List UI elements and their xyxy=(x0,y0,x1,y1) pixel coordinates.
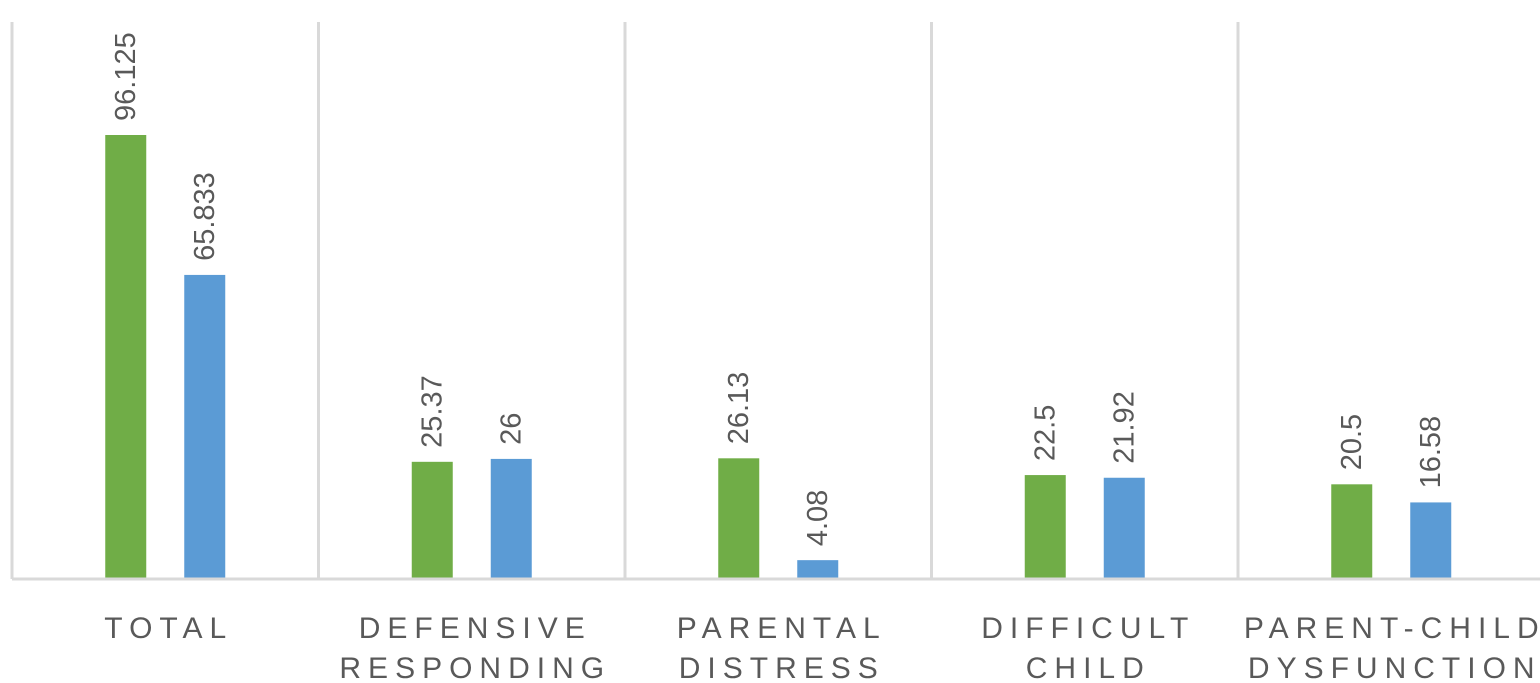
bar-series-2-3 xyxy=(1103,477,1145,579)
category-label-line: DYSFUNCTION xyxy=(1248,652,1540,683)
category-label-line: TOTAL xyxy=(104,612,233,645)
bar-series-1-1 xyxy=(411,461,453,579)
category-label-line: PARENT-CHILD xyxy=(1244,612,1540,645)
bar-series-1-4 xyxy=(1331,484,1373,579)
category-label-3: DIFFICULT CHILD xyxy=(981,612,1195,683)
data-label-series-1-4: 20.5 xyxy=(1336,414,1368,470)
category-label-line: DEFENSIVE xyxy=(359,612,592,645)
data-label-series-1-3: 22.5 xyxy=(1029,405,1061,461)
bar-series-2-0 xyxy=(184,274,226,579)
category-label-1: DEFENSIVE RESPONDING xyxy=(339,612,611,683)
category-label-line: RESPONDING xyxy=(339,652,611,683)
category-label-4: PARENT-CHILD DYSFUNCTION xyxy=(1244,612,1540,683)
data-label-series-1-2: 26.13 xyxy=(723,372,755,445)
bar-series-1-3 xyxy=(1024,475,1066,579)
category-label-line: PARENTAL xyxy=(677,612,887,645)
data-label-series-1-1: 25.37 xyxy=(416,375,448,448)
data-label-series-1-0: 96.125 xyxy=(110,32,142,121)
category-label-0: TOTAL xyxy=(104,612,233,645)
data-label-series-2-4: 16.58 xyxy=(1415,416,1447,489)
data-label-series-2-3: 21.92 xyxy=(1108,391,1140,464)
data-label-series-2-1: 26 xyxy=(495,413,527,445)
bars xyxy=(105,135,1452,579)
bar-series-2-4 xyxy=(1410,502,1452,579)
category-separators xyxy=(10,22,1240,579)
data-label-series-2-2: 4.08 xyxy=(802,490,834,546)
category-labels: TOTAL DEFENSIVE RESPONDING PARENTAL DISTRESS… xyxy=(104,612,1540,683)
category-label-2: PARENTAL DISTRESS xyxy=(677,612,887,683)
category-label-line: DISTRESS xyxy=(679,652,885,683)
bar-series-1-2 xyxy=(718,458,760,579)
category-label-line: DIFFICULT xyxy=(981,612,1195,645)
bar-series-1-0 xyxy=(105,135,147,579)
bar-series-2-2 xyxy=(797,560,839,579)
data-label-series-2-0: 65.833 xyxy=(189,172,221,261)
bar-series-2-1 xyxy=(490,458,532,579)
data-labels: 96.125 65.833 25.37 26 26.13 4.08 22.5 21.92 20.… xyxy=(110,32,1447,546)
category-label-line: CHILD xyxy=(1026,652,1151,683)
